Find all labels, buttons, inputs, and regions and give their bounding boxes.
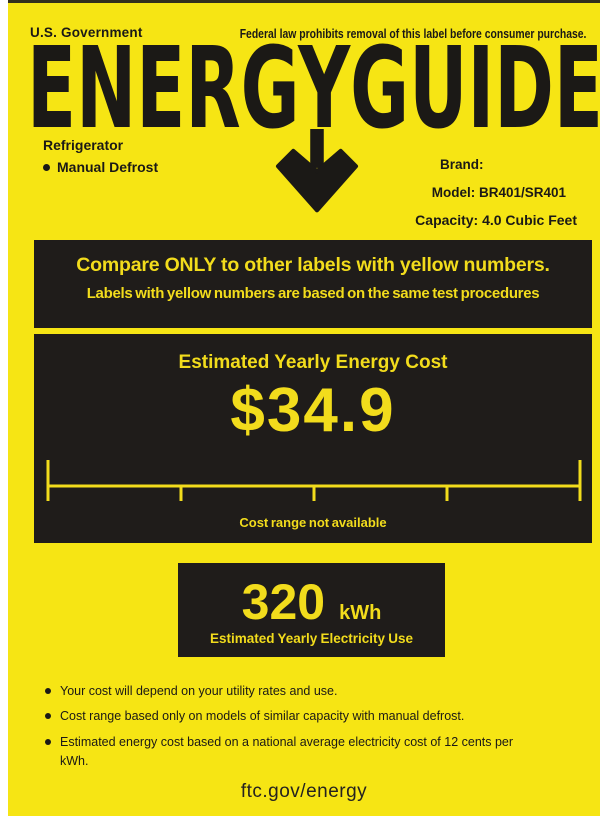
us-government-text: U.S. Government	[30, 25, 143, 40]
energyguide-logo: ENERGYGUIDE	[27, 41, 603, 135]
appliance-feature: Manual Defrost	[43, 159, 158, 175]
label-background: U.S. Government Federal law prohibits re…	[8, 0, 603, 816]
footnote-text: Your cost will depend on your utility ra…	[60, 684, 338, 698]
footnote-text: Estimated energy cost based on a nationa…	[60, 734, 514, 769]
electricity-panel: 320 kWh Estimated Yearly Electricity Use	[178, 563, 445, 657]
footnote-item: Cost range based only on models of simil…	[45, 707, 523, 726]
energyguide-logo-text: ENERGYGUIDE	[27, 41, 603, 135]
electricity-unit: kWh	[339, 601, 382, 624]
compare-subtitle: Labels with yellow numbers are based on …	[86, 285, 540, 302]
federal-notice-text: Federal law prohibits removal of this la…	[239, 26, 586, 41]
footnote-item: Estimated energy cost based on a nationa…	[45, 733, 523, 772]
bullet-icon	[45, 688, 51, 694]
bullet-icon	[43, 163, 50, 171]
bullet-icon	[45, 713, 51, 720]
cost-range-note: Cost range not available	[239, 515, 387, 530]
capacity-text: Capacity: 4.0 Cubic Feet	[415, 212, 577, 228]
brand-label: Brand:	[440, 157, 484, 172]
compare-panel: Compare ONLY to other labels with yellow…	[34, 240, 592, 328]
electricity-caption: Estimated Yearly Electricity Use	[209, 631, 414, 647]
footnote-list: Your cost will depend on your utility ra…	[45, 682, 523, 778]
cost-panel: Estimated Yearly Energy Cost $34.9 Cost …	[34, 334, 592, 543]
down-arrow-icon	[275, 129, 359, 213]
cost-heading: Estimated Yearly Energy Cost	[178, 352, 448, 373]
model-text: Model: BR401/SR401	[431, 185, 566, 200]
cost-range-scale	[46, 460, 582, 501]
compare-title: Compare ONLY to other labels with yellow…	[76, 254, 550, 276]
cost-value: $34.9	[230, 376, 396, 445]
footnote-text: Cost range based only on models of simil…	[60, 709, 465, 724]
footnote-item: Your cost will depend on your utility ra…	[45, 682, 523, 701]
bullet-icon	[45, 738, 51, 745]
appliance-feature-label: Manual Defrost	[57, 159, 159, 175]
website-text: ftc.gov/energy	[240, 781, 368, 802]
appliance-type: Refrigerator	[43, 137, 124, 153]
electricity-value: 320	[241, 573, 326, 630]
